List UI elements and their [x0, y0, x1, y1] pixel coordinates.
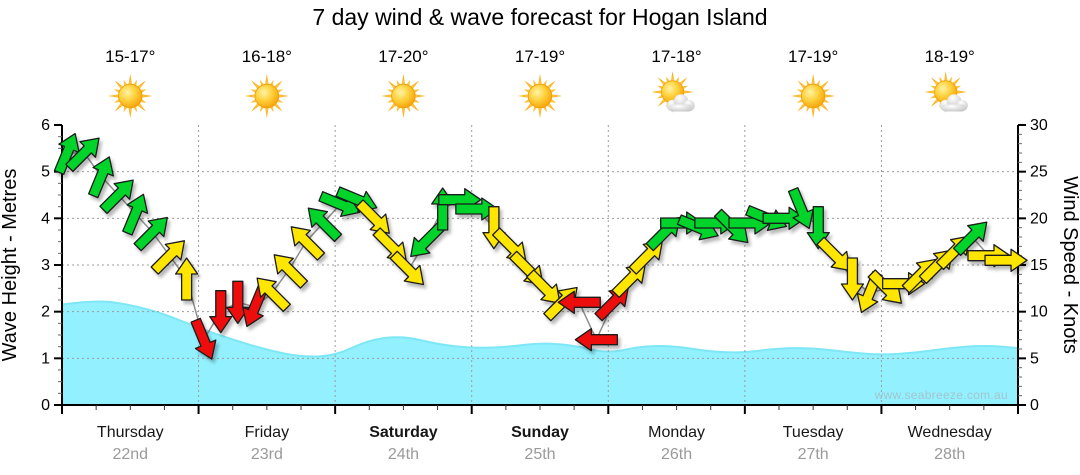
right-axis-tick-label: 5 [1030, 350, 1039, 367]
wind-arrow [574, 328, 618, 352]
wave-height-area [61, 300, 1019, 406]
wind-arrow [952, 221, 988, 257]
day-name-label: Friday [245, 424, 289, 441]
chart-title: 7 day wind & wave forecast for Hogan Isl… [312, 4, 768, 30]
wind-arrow [99, 179, 134, 215]
temperature-label: 18-19° [925, 47, 975, 66]
left-axis-tick-label: 2 [41, 304, 50, 321]
day-date-label: 24th [388, 446, 419, 463]
wind-arrow [389, 250, 425, 286]
temperature-label: 17-19° [515, 47, 565, 66]
wind-arrow [190, 317, 217, 360]
day-date-label: 28th [934, 446, 965, 463]
wind-arrow [787, 187, 814, 230]
wind-arrows [53, 132, 1028, 360]
day-date-label: 26th [661, 446, 692, 463]
wind-arrow [557, 290, 601, 314]
day-name-label: Monday [648, 424, 705, 441]
temperature-label: 17-19° [788, 47, 838, 66]
wind-arrow [290, 226, 326, 261]
sun-icon [244, 74, 289, 118]
cloud-icon [939, 94, 968, 112]
right-axis-tick-label: 20 [1030, 210, 1048, 227]
right-axis-tick-label: 10 [1030, 304, 1048, 321]
temperature-label: 17-20° [378, 47, 428, 66]
sun-cloud-icon [924, 71, 968, 113]
left-axis-tick-label: 5 [41, 164, 50, 181]
day-date-label: 27th [798, 446, 829, 463]
wind-arrow [209, 290, 233, 334]
day-date-label: 25th [524, 446, 555, 463]
left-axis-tick-label: 6 [41, 117, 50, 134]
temperature-label: 16-18° [242, 47, 292, 66]
right-axis-tick-label: 30 [1030, 117, 1048, 134]
day-name-label: Saturday [369, 424, 438, 441]
wind-arrow [307, 207, 343, 243]
day-date-label: 23rd [251, 446, 283, 463]
day-name-label: Thursday [97, 424, 164, 441]
right-axis-tick-label: 25 [1030, 164, 1048, 181]
left-axis-tick-label: 0 [41, 397, 50, 414]
wind-arrow [355, 199, 390, 234]
sun-icon [108, 74, 153, 118]
sun-icon [518, 74, 562, 118]
right-axis-title: Wind Speed - Knots [1059, 176, 1080, 354]
day-name-label: Sunday [511, 424, 569, 441]
sun-icon [381, 74, 426, 118]
wind-arrow [273, 254, 309, 289]
wind-arrow [65, 137, 100, 173]
wind-arrow [762, 206, 806, 230]
wind-arrow [174, 257, 199, 301]
wind-arrow [150, 240, 186, 275]
wind-arrow [816, 236, 851, 272]
cloud-icon [666, 94, 695, 112]
right-axis-tick-label: 15 [1030, 257, 1048, 274]
wind-arrow [133, 216, 168, 252]
left-axis-tick-label: 1 [41, 350, 50, 367]
day-date-label: 22nd [112, 446, 148, 463]
sun-cloud-icon [651, 71, 695, 113]
wind-arrow [840, 257, 865, 301]
temperature-label: 17-18° [651, 47, 701, 66]
temperature-label: 15-17° [105, 47, 155, 66]
day-name-label: Tuesday [783, 424, 844, 441]
left-axis-tick-label: 4 [41, 210, 50, 227]
left-axis-tick-label: 3 [41, 257, 50, 274]
day-name-label: Wednesday [908, 424, 992, 441]
sun-icon [791, 74, 836, 118]
wind-arrow [256, 277, 292, 313]
right-axis-tick-label: 0 [1030, 397, 1039, 414]
wind-arrow [122, 193, 149, 236]
wind-arrow [87, 156, 114, 199]
wind-arrow [455, 197, 499, 221]
wind-arrow [984, 248, 1028, 272]
watermark: www.seabreeze.com.au [874, 388, 1008, 402]
left-axis-title: Wave Height - Metres [0, 169, 21, 362]
wind-arrow [526, 269, 561, 304]
